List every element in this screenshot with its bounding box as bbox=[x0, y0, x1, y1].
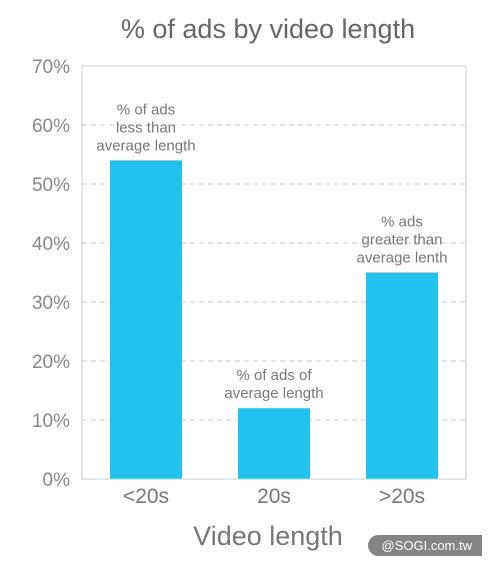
y-tick-label: 0% bbox=[43, 470, 71, 491]
chart-title: % of ads by video length bbox=[121, 14, 415, 44]
y-tick-label: 40% bbox=[32, 234, 70, 255]
bar-annotation-line: average length bbox=[96, 137, 195, 154]
bar-annotation-line: % of ads bbox=[117, 101, 175, 118]
bar-annotation-line: average lenth bbox=[357, 250, 448, 267]
x-category-label: 20s bbox=[257, 485, 291, 508]
y-tick-label: 50% bbox=[32, 175, 70, 196]
y-tick-label: 10% bbox=[32, 411, 70, 432]
x-category-label: <20s bbox=[123, 485, 169, 508]
bar bbox=[366, 272, 438, 479]
y-tick-label: 30% bbox=[32, 293, 70, 314]
bar-annotation-line: % of ads of bbox=[236, 367, 312, 384]
y-tick-label: 60% bbox=[32, 116, 70, 137]
y-tick-label: 20% bbox=[32, 352, 70, 373]
plot-frame bbox=[81, 65, 467, 480]
x-axis-categories: <20s 20s >20s bbox=[123, 485, 425, 508]
bar-annotation-line: average length bbox=[224, 385, 323, 402]
x-category-label: >20s bbox=[379, 485, 425, 508]
bar-annotation-line: greater than bbox=[362, 232, 443, 249]
x-axis-label: Video length bbox=[193, 521, 343, 551]
y-axis-ticks: 0% 10% 20% 30% 40% 50% 60% 70% bbox=[32, 57, 70, 491]
watermark: @SOGI.com.tw bbox=[367, 535, 482, 556]
bars bbox=[110, 160, 438, 479]
bar-annotation-line: % ads bbox=[381, 214, 423, 231]
bar bbox=[110, 160, 182, 479]
bar bbox=[238, 408, 310, 479]
y-tick-label: 70% bbox=[32, 57, 70, 78]
bar-annotation-line: less than bbox=[116, 119, 176, 136]
